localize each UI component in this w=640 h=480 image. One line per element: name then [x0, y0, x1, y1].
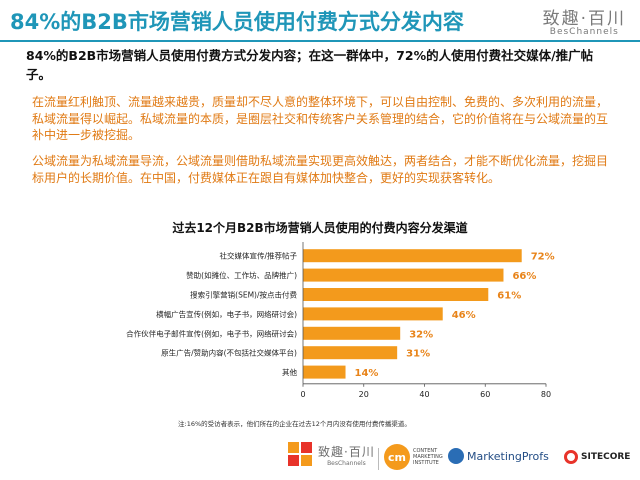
paragraph-2: 公域流量为私域流量导流，公域流量则借助私域流量实现更高效触达，两者结合，才能不断…: [32, 154, 609, 185]
x-tick-label: 0: [300, 390, 305, 399]
category-label: 赞助(如摊位、工作坊、品牌推广): [186, 270, 297, 280]
category-label: 合作伙伴电子邮件宣传(例如，电子书，网络研讨会): [126, 328, 297, 338]
data-label: 14%: [355, 368, 379, 379]
x-tick-label: 60: [480, 390, 490, 399]
data-label: 72%: [531, 252, 555, 263]
x-tick-label: 80: [541, 390, 551, 399]
cmi-mark: cm: [384, 444, 410, 470]
data-label: 32%: [409, 329, 433, 340]
cmi-word: CONTENT: [413, 448, 438, 454]
brand-name-cn: 致趣·百川: [542, 9, 626, 29]
cmi-word: INSTITUTE: [413, 460, 439, 466]
chart-title: 过去12个月B2B市场营销人员使用的付费内容分发渠道: [172, 221, 468, 235]
bar: [303, 346, 398, 360]
sitecore-ring-icon: [564, 450, 578, 464]
footer-logos: 致趣·百川 BesChannels cm CONTENT MARKETING I…: [0, 440, 640, 480]
data-label: 31%: [406, 349, 430, 360]
bar-chart: 社交媒体宣传/推荐帖子 72% 赞助(如摊位、工作坊、品牌推广) 66% 搜索引擎营销(…: [126, 242, 555, 399]
data-label: 66%: [512, 271, 536, 282]
bar: [303, 288, 489, 301]
beschannels-mark-icon: [288, 442, 314, 468]
paragraph-1: 在流量红利触顶、流量越来越贵，质量却不尽人意的整体环境下，可以自由控制、免费的、…: [32, 95, 609, 142]
footer-brand-en: BesChannels: [327, 460, 366, 467]
x-tick-label: 40: [419, 390, 429, 399]
brand-logo-top: 致趣·百川 BesChannels: [543, 4, 626, 37]
category-label: 原生广告/赞助内容(不包括社交媒体平台): [161, 348, 297, 358]
bar: [303, 249, 522, 263]
x-tick-label: 20: [359, 390, 369, 399]
brand-name-en: BesChannels: [549, 27, 619, 37]
beschannels-logo: 致趣·百川 BesChannels: [288, 442, 375, 468]
bar: [303, 307, 443, 321]
data-label: 61%: [497, 291, 521, 302]
category-label: 其他: [282, 367, 297, 377]
header: 84%的B2B市场营销人员使用付费方式分发内容 致趣·百川 BesChannel…: [0, 0, 640, 44]
data-label: 46%: [452, 310, 476, 321]
cmi-logo: cm CONTENT MARKETING INSTITUTE: [384, 444, 443, 470]
cmi-word: MARKETING: [413, 454, 443, 460]
bar: [303, 365, 346, 379]
marketingprofs-name: MarketingProfs: [467, 449, 549, 463]
category-label: 搜索引擎营销(SEM)/按点击付费: [190, 290, 297, 300]
globe-icon: [448, 448, 464, 464]
subtitle: 84%的B2B市场营销人员使用付费方式分发内容；在这一群体中，72%的人使用付费…: [26, 48, 594, 82]
category-label: 社交媒体宣传/推荐帖子: [219, 251, 297, 261]
footnote: 注:16%的受访者表示，他们所在的企业在过去12个月内没有使用付费传播渠道。: [178, 420, 411, 428]
sitecore-name: SITECORE: [581, 452, 631, 462]
title-divider: [0, 40, 640, 42]
category-label: 横幅广告宣传(例如，电子书，网络研讨会): [156, 309, 297, 319]
footer-brand-cn: 致趣·百川: [318, 445, 375, 459]
page-title: 84%的B2B市场营销人员使用付费方式分发内容: [10, 10, 464, 34]
bar: [303, 268, 504, 282]
sitecore-logo: SITECORE: [564, 450, 630, 464]
bar: [303, 326, 401, 340]
footer-divider: [378, 448, 379, 470]
marketingprofs-logo: MarketingProfs: [448, 448, 549, 464]
